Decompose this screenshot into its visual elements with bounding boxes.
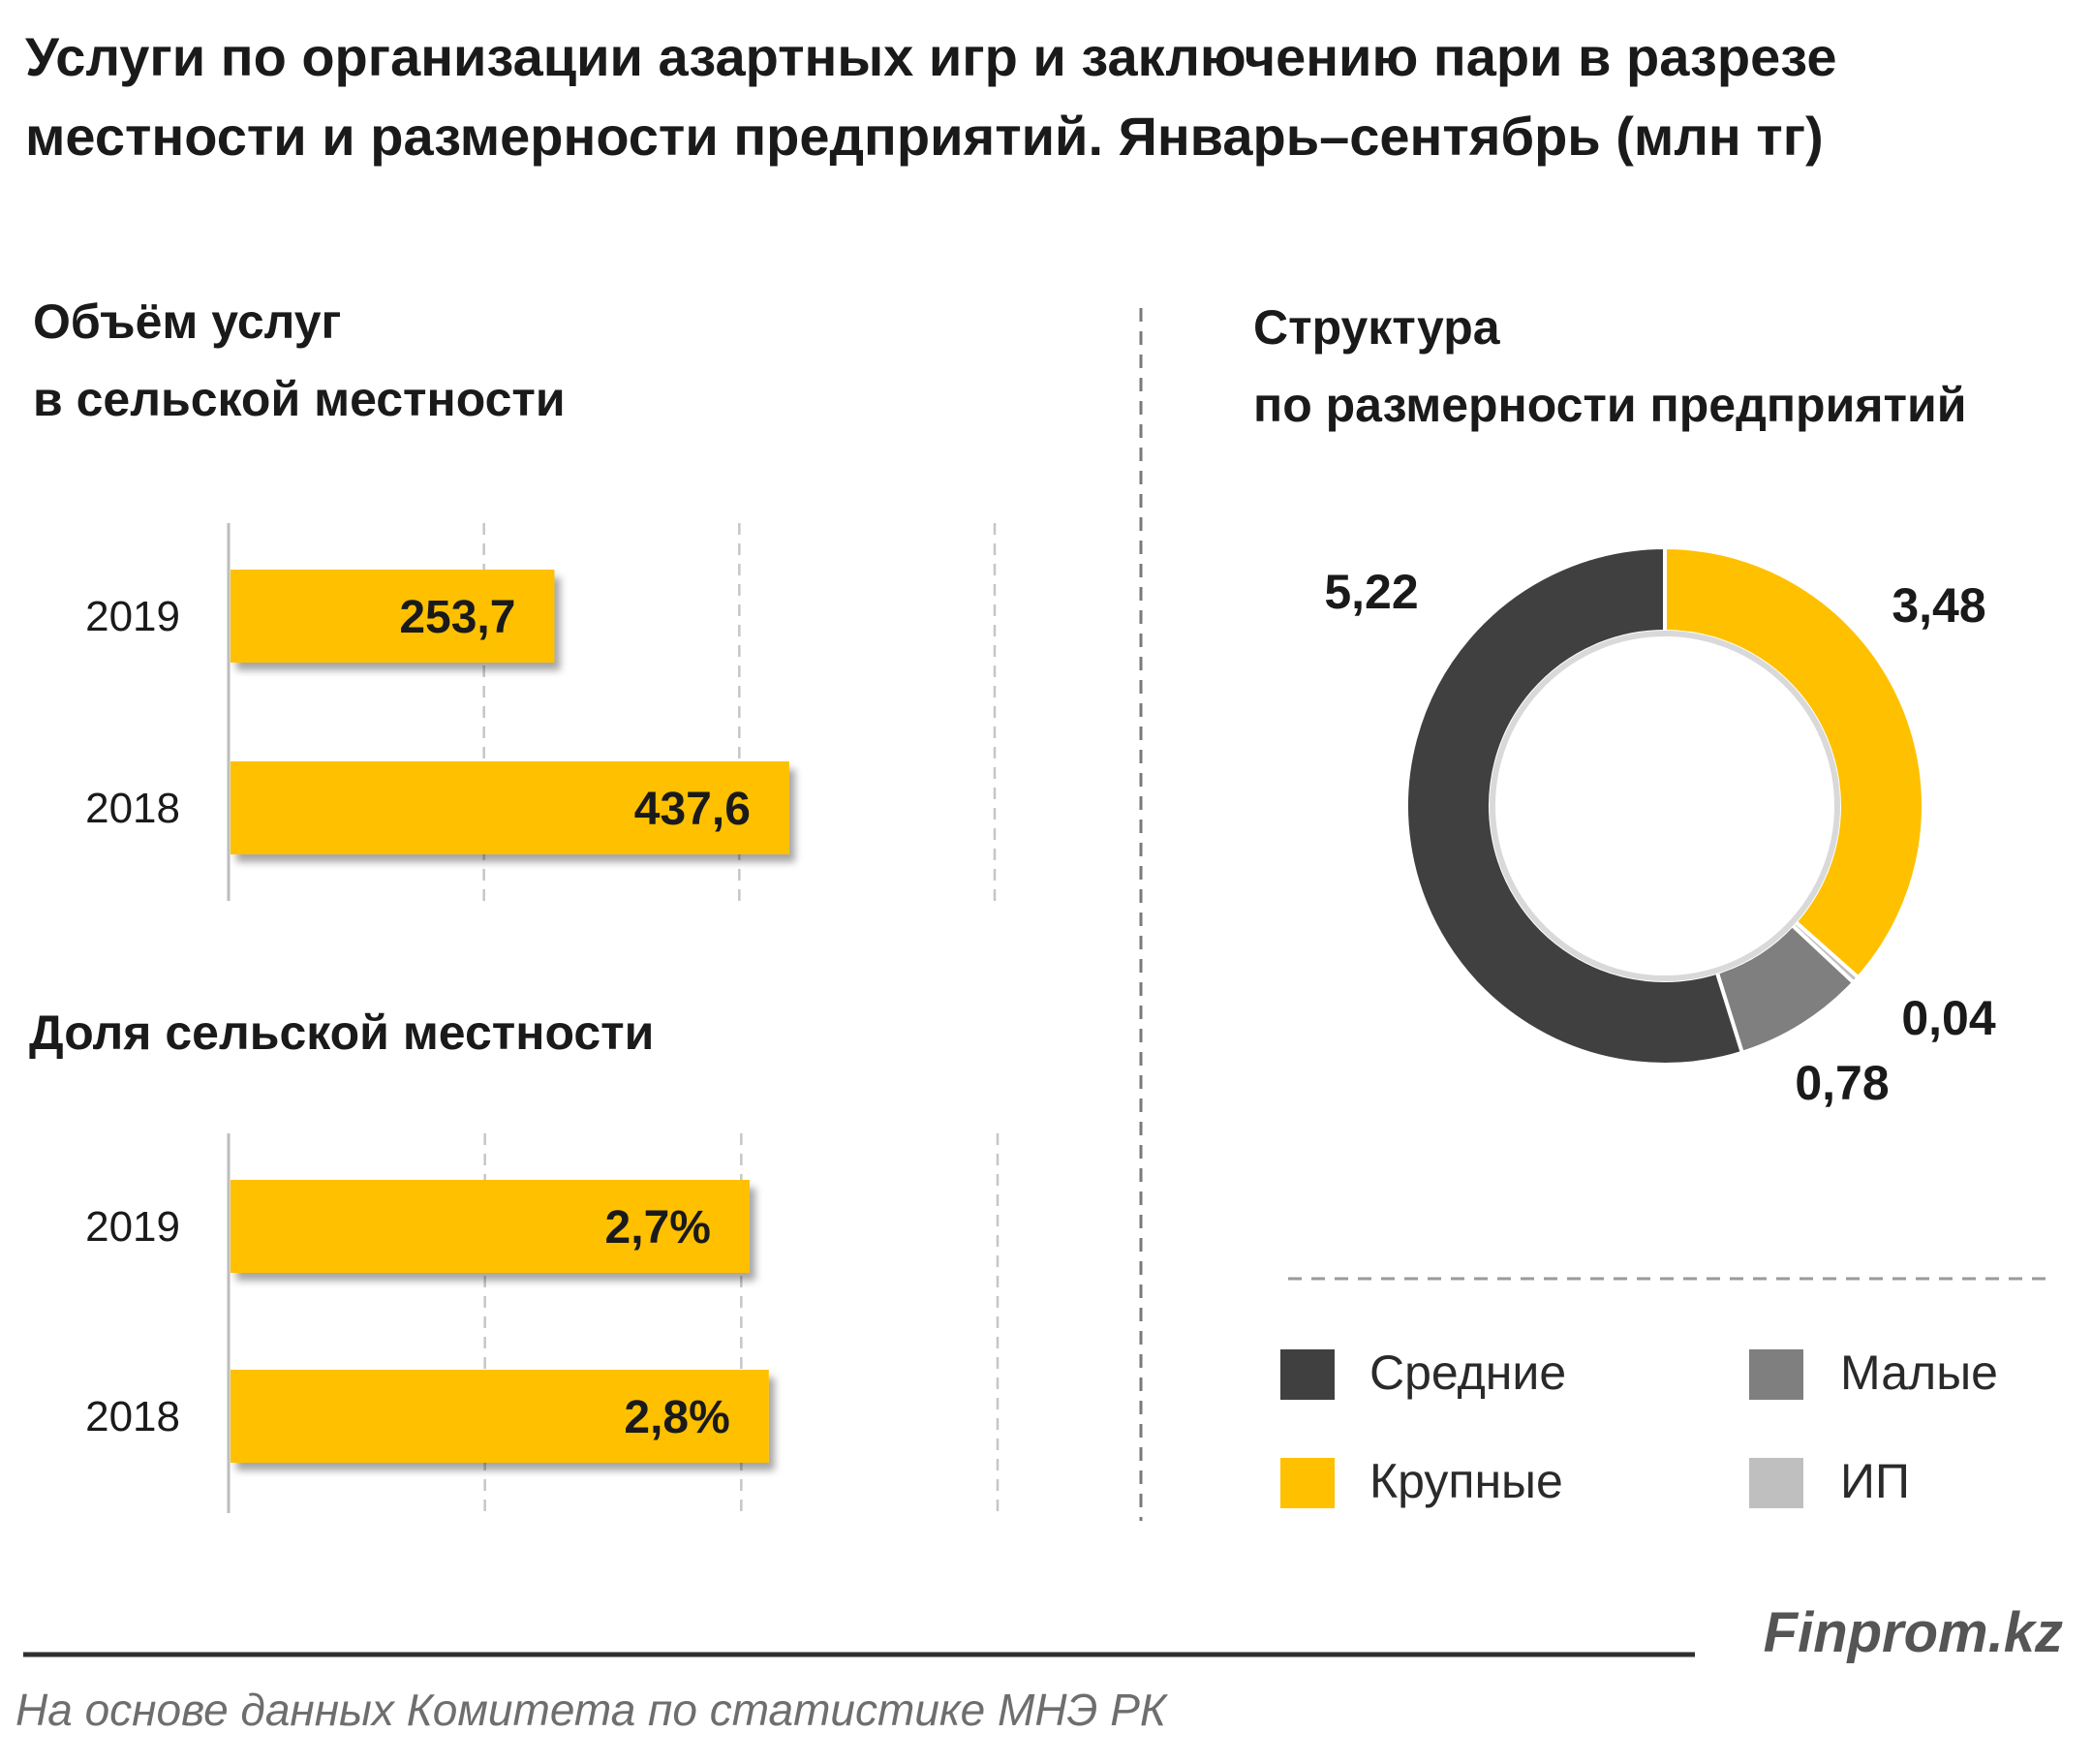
legend-label-medium: Средние <box>1369 1346 1567 1400</box>
volume-chart-title: Объём услуг в сельской местности <box>33 283 566 438</box>
share-bar-chart: 2,7% 2019 2,8% 2018 <box>85 1133 1000 1513</box>
donut-label-Крупные: 3,48 <box>1892 578 1985 633</box>
chart-title-line-2: местности и размерности предприятий. Янв… <box>25 106 1824 167</box>
legend-swatch-1 <box>1749 1349 1803 1400</box>
legend-label-large: Крупные <box>1369 1454 1563 1508</box>
brand-logo: Finprom.kz <box>1763 1601 2063 1664</box>
structure-chart-title-line-1: Структура <box>1253 300 1500 355</box>
chart-title-line-1: Услуги по организации азартных игр и зак… <box>25 26 1837 87</box>
structure-donut-chart: 3,48 0,040,78 5,22 <box>1324 544 1996 1110</box>
donut-label-Средние: 5,22 <box>1324 565 1418 619</box>
donut-label-Малые: 0,78 <box>1795 1056 1889 1110</box>
structure-chart-title: Структура по размерности предприятий <box>1253 289 1966 444</box>
share-bar-2018 <box>231 1370 769 1463</box>
source-note: На основе данных Комитета по статистике … <box>15 1685 1167 1735</box>
volume-category-label-2019: 2019 <box>85 593 180 640</box>
legend-label-ip: ИП <box>1840 1454 1910 1508</box>
volume-chart-title-line-1: Объём услуг <box>33 294 342 349</box>
share-value-label-2018: 2,8% <box>624 1392 729 1443</box>
legend-swatch-0 <box>1280 1349 1335 1400</box>
share-category-label-2018: 2018 <box>85 1393 180 1440</box>
share-chart-title-line: Доля сельской местности <box>29 1006 655 1060</box>
legend-swatch-3 <box>1749 1458 1803 1508</box>
donut-slice-Крупные <box>1663 544 1925 981</box>
volume-bar-2019 <box>231 570 555 663</box>
donut-inner-ring <box>1490 631 1840 981</box>
legend-swatch-2 <box>1280 1458 1335 1508</box>
donut-label-ИП: 0,04 <box>1901 991 1996 1045</box>
share-bar-2019 <box>231 1180 750 1273</box>
volume-category-label-2018: 2018 <box>85 785 180 832</box>
share-value-label-2019: 2,7% <box>605 1202 711 1253</box>
legend-label-small: Малые <box>1840 1346 1998 1400</box>
volume-value-label-2018: 437,6 <box>634 784 751 835</box>
volume-chart-title-line-2: в сельской местности <box>33 372 566 426</box>
chart-title: Услуги по организации азартных игр и зак… <box>25 17 2078 176</box>
volume-bar-2018 <box>231 761 789 854</box>
volume-value-label-2019: 253,7 <box>399 592 515 643</box>
legend <box>1280 1349 1803 1508</box>
structure-chart-title-line-2: по размерности предприятий <box>1253 378 1967 432</box>
share-chart-title: Доля сельской местности <box>29 994 654 1071</box>
share-category-label-2019: 2019 <box>85 1203 180 1251</box>
volume-bar-chart: 253,7 2019 437,6 2018 <box>85 523 997 901</box>
